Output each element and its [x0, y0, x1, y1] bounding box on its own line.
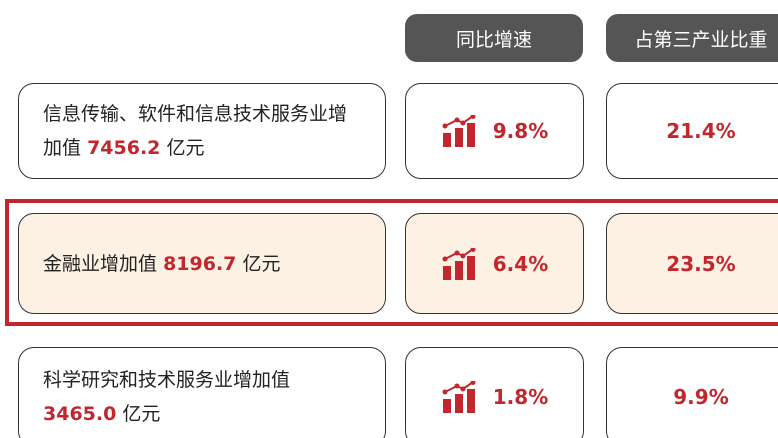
unit: 亿元 — [242, 252, 281, 275]
share-box: 23.5% — [606, 213, 778, 314]
amount: 3465.0 — [43, 403, 117, 425]
unit: 亿元 — [166, 137, 205, 159]
row-label-box: 科学研究和技术服务业增加值 3465.0 亿元 — [18, 347, 386, 438]
column-header: 同比增速 — [405, 14, 583, 62]
growth-value: 1.8% — [492, 385, 549, 409]
label-text: 科学研究和技术服务业增加值 — [43, 369, 291, 391]
row-label: 金融业增加值 8196.7 亿元 — [19, 247, 302, 281]
share-box: 21.4% — [606, 83, 778, 179]
growth-box: 6.4% — [405, 213, 584, 314]
growth-icon — [442, 247, 476, 280]
amount: 8196.7 — [163, 252, 237, 275]
row-label: 信息传输、软件和信息技术服务业增加值 7456.2 亿元 — [19, 97, 385, 165]
growth-box: 1.8% — [405, 347, 584, 438]
share-value: 23.5% — [666, 251, 736, 276]
growth-value: 6.4% — [492, 251, 549, 276]
unit: 亿元 — [122, 403, 161, 425]
growth-value: 9.8% — [492, 119, 549, 143]
share-value: 21.4% — [666, 119, 736, 143]
column-header: 占第三产业比重 — [606, 14, 778, 62]
growth-icon — [442, 381, 476, 413]
highlight-frame — [5, 199, 778, 326]
row-label-box: 金融业增加值 8196.7 亿元 — [18, 213, 386, 314]
share-value: 9.9% — [673, 385, 729, 409]
amount: 7456.2 — [87, 137, 161, 159]
label-text: 信息传输、软件和信息技术服务业增加值 — [43, 103, 348, 159]
growth-icon — [442, 115, 476, 147]
row-label: 科学研究和技术服务业增加值 3465.0 亿元 — [19, 363, 385, 431]
label-text: 金融业增加值 — [43, 252, 158, 275]
row-label-box: 信息传输、软件和信息技术服务业增加值 7456.2 亿元 — [18, 83, 386, 179]
share-box: 9.9% — [606, 347, 778, 438]
growth-box: 9.8% — [405, 83, 584, 179]
